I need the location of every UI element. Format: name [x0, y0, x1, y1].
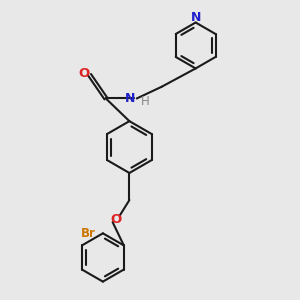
Text: H: H	[141, 95, 149, 108]
Text: N: N	[125, 92, 135, 105]
Text: O: O	[110, 213, 122, 226]
Text: O: O	[79, 67, 90, 80]
Text: N: N	[190, 11, 201, 24]
Text: Br: Br	[81, 227, 96, 240]
